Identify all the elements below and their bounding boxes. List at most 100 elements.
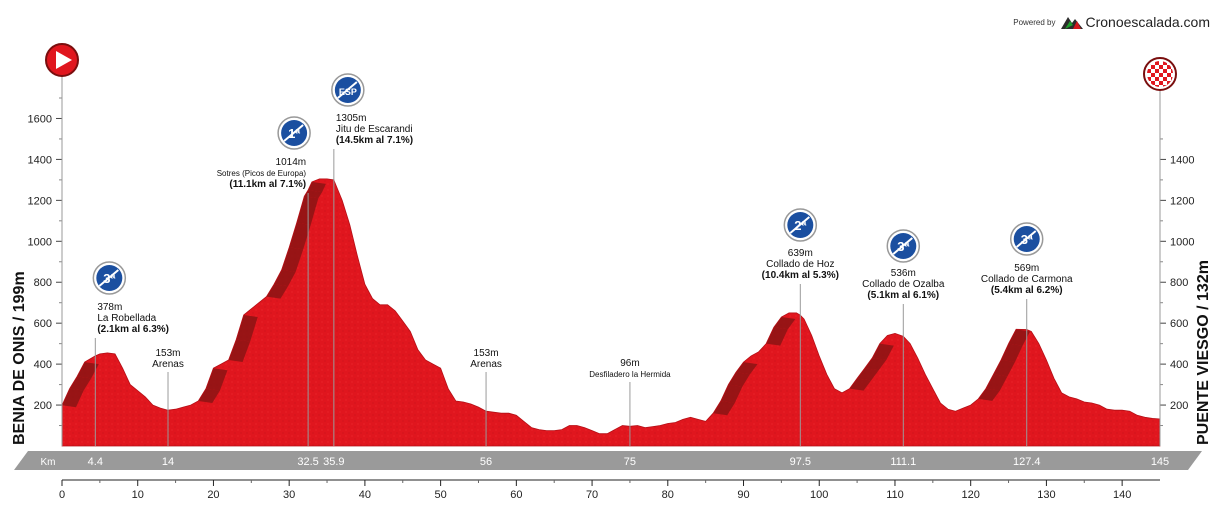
profile-shade xyxy=(304,190,323,199)
km-mark-label: 111.1 xyxy=(890,456,916,468)
powered-by-label: Powered by xyxy=(1013,17,1056,27)
x-tick-label: 120 xyxy=(962,489,980,501)
annotation-elevation: 378m xyxy=(97,302,122,313)
annotation-detail: (10.4km al 5.3%) xyxy=(762,270,839,281)
category-3-badge-icon: 3ª xyxy=(92,261,127,295)
profile-shade xyxy=(720,384,743,403)
annotation-name: Arenas xyxy=(470,359,502,370)
y-tick-label-right: 1000 xyxy=(1170,236,1194,248)
checker-square xyxy=(1159,65,1163,69)
checker-square xyxy=(1155,77,1159,81)
y-tick-label: 600 xyxy=(34,318,52,330)
km-mark-label: 35.9 xyxy=(323,456,344,468)
checker-square xyxy=(1167,81,1171,85)
checker-square xyxy=(1167,73,1171,77)
category-label: 3ª xyxy=(103,271,115,286)
finish-flag-icon xyxy=(1143,57,1177,91)
y-tick-label: 800 xyxy=(34,277,52,289)
checker-square xyxy=(1167,65,1171,69)
x-tick-label: 0 xyxy=(59,489,65,501)
y-tick-label-right: 800 xyxy=(1170,277,1188,289)
category-label: 3ª xyxy=(897,239,909,254)
category-label: 3ª xyxy=(1021,232,1033,247)
annotation-name: Collado de Carmona xyxy=(981,274,1073,285)
category-3-badge-icon: 3ª xyxy=(886,229,921,263)
y-tick-label-right: 200 xyxy=(1170,400,1188,412)
annotation-elevation: 1305m xyxy=(336,113,367,124)
km-mark-label: 75 xyxy=(624,456,636,468)
km-mark-label: 14 xyxy=(162,456,174,468)
x-tick-label: 70 xyxy=(586,489,598,501)
y-axis-right: 200 400 600 800 1000 1200 1400 xyxy=(1160,138,1194,427)
y-tick-label: 1600 xyxy=(28,113,52,125)
profile-shade xyxy=(274,269,296,287)
checker-square xyxy=(1151,81,1155,85)
finish-location-label: PUENTE VIESGO / 132m xyxy=(1195,260,1212,445)
checker-square xyxy=(1171,69,1173,73)
profile-shade xyxy=(766,327,788,346)
category-label: 1ª xyxy=(288,126,300,141)
y-tick-label: 1000 xyxy=(28,236,52,248)
x-tick-label: 60 xyxy=(510,489,522,501)
profile-shade xyxy=(1000,343,1023,363)
checker-square xyxy=(1163,69,1167,73)
profile-shade xyxy=(985,374,1008,391)
annotation-name: La Robellada xyxy=(97,313,156,324)
cronoescalada-brand[interactable]: Cronoescalada.com xyxy=(1061,14,1210,30)
y-tick-label: 1400 xyxy=(28,154,52,166)
y-tick-label: 200 xyxy=(34,400,52,412)
km-mark-label: 145 xyxy=(1151,456,1169,468)
profile-fill xyxy=(62,178,1160,446)
annotation-name: Sotres (Picos de Europa) xyxy=(217,169,307,178)
x-tick-label: 80 xyxy=(662,489,674,501)
x-tick-label: 40 xyxy=(359,489,371,501)
annotation-elevation: 536m xyxy=(891,268,916,279)
profile-shade xyxy=(62,388,84,408)
category-label: 2ª xyxy=(794,218,806,233)
annotation-detail: (5.4km al 6.2%) xyxy=(991,285,1063,296)
annotation-elevation: 153m xyxy=(156,348,181,359)
profile-shade xyxy=(228,339,251,363)
profile-shade xyxy=(296,196,319,225)
y-tick-label-right: 1200 xyxy=(1170,195,1194,207)
checker-square xyxy=(1171,77,1173,81)
checker-square xyxy=(1163,77,1167,81)
category-label: ESP xyxy=(339,87,357,97)
category-1-badge-icon: 1ª xyxy=(277,116,311,150)
annotation-name: Jitu de Escarandi xyxy=(336,124,413,135)
annotation-lines xyxy=(94,149,1028,446)
annotation-detail: (11.1km al 7.1%) xyxy=(229,179,306,190)
annotation-detail: (2.1km al 6.3%) xyxy=(97,324,169,335)
checker-square xyxy=(1147,77,1151,81)
km-mark-label: 32.5 xyxy=(297,456,318,468)
km-marks: 4.4 14 32.5 35.9 56 75 97.5 111.1 127.4 145 xyxy=(88,456,1170,468)
profile-shade xyxy=(993,360,1015,377)
checker-square xyxy=(1155,85,1159,87)
annotation-name: Collado de Ozalba xyxy=(862,279,945,290)
x-tick-label: 20 xyxy=(207,489,219,501)
profile-area xyxy=(61,178,1161,447)
mountain-logo-icon xyxy=(1061,17,1084,29)
km-mark-label: 4.4 xyxy=(88,456,103,468)
km-mark-label: 97.5 xyxy=(790,456,811,468)
y-tick-label: 1200 xyxy=(28,195,52,207)
powered-by-credit[interactable]: Powered by Cronoescalada.com xyxy=(1013,14,1210,30)
checker-square xyxy=(1147,69,1151,73)
checker-square xyxy=(1159,73,1163,77)
y-tick-label-right: 400 xyxy=(1170,359,1188,371)
category-especial-badge-icon: ESP xyxy=(331,73,365,107)
checker-square xyxy=(1151,73,1155,77)
checker-square xyxy=(1151,65,1155,69)
annotation-elevation: 153m xyxy=(474,348,499,359)
km-mark-label: 127.4 xyxy=(1013,456,1041,468)
